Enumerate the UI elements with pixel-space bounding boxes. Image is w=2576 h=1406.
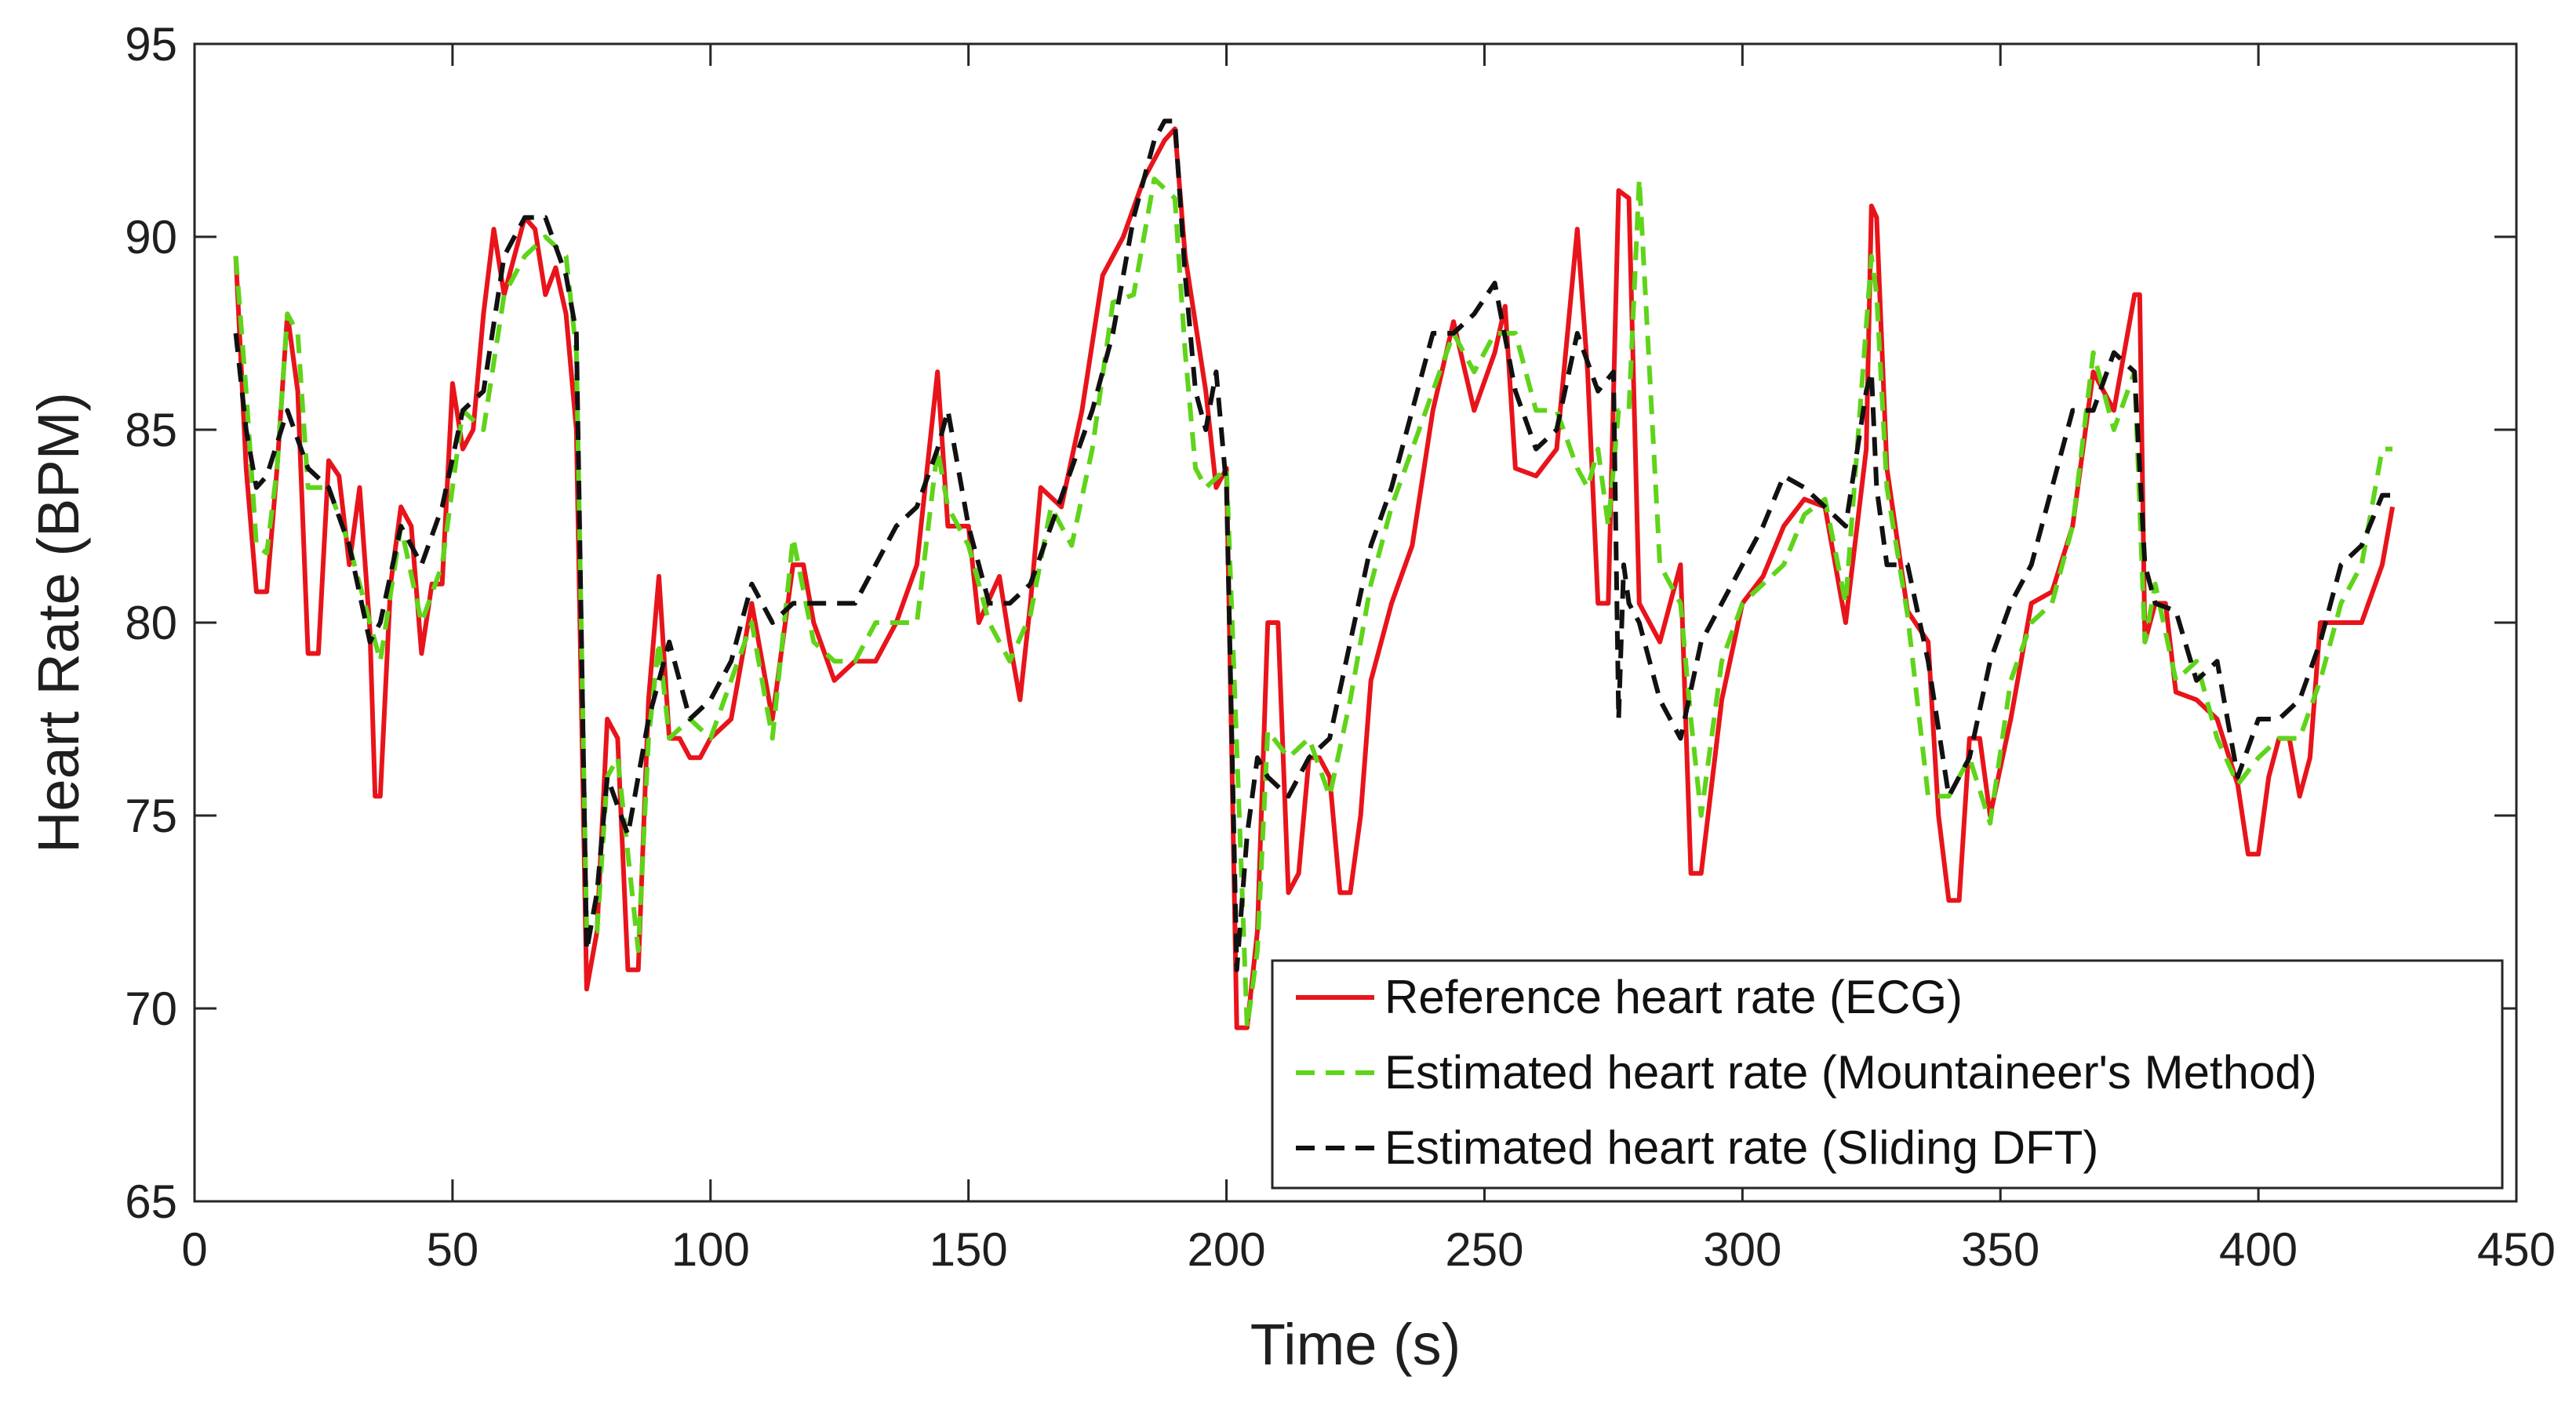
- y-tick-label: 80: [125, 597, 177, 649]
- y-tick-label: 70: [125, 983, 177, 1035]
- y-tick-label: 65: [125, 1175, 177, 1228]
- y-tick-label: 95: [125, 18, 177, 71]
- x-tick-label: 450: [2477, 1223, 2556, 1276]
- y-tick-label: 90: [125, 211, 177, 263]
- x-tick-label: 350: [1961, 1223, 2039, 1276]
- y-tick-label: 75: [125, 790, 177, 842]
- x-tick-label: 0: [181, 1223, 207, 1276]
- x-tick-label: 300: [1703, 1223, 1781, 1276]
- legend-label-mountaineer: Estimated heart rate (Mountaineer's Meth…: [1384, 1046, 2317, 1099]
- legend-label-reference: Reference heart rate (ECG): [1384, 971, 1963, 1023]
- x-tick-label: 50: [427, 1223, 479, 1276]
- legend-box: [1271, 959, 2504, 1190]
- x-tick-label: 150: [930, 1223, 1008, 1276]
- x-axis-title: Time (s): [1250, 1312, 1461, 1377]
- x-tick-label: 100: [671, 1223, 750, 1276]
- y-axis-title: Heart Rate (BPM): [26, 392, 91, 853]
- x-tick-label: 400: [2219, 1223, 2298, 1276]
- series-layer: [233, 118, 2396, 1030]
- legend: Reference heart rate (ECG) Estimated hea…: [1271, 959, 2504, 1190]
- x-tick-label: 250: [1445, 1223, 1523, 1276]
- series-sliding-dft: [233, 118, 2393, 972]
- legend-label-sliding-dft: Estimated heart rate (Sliding DFT): [1384, 1121, 2098, 1174]
- ticks-layer: 0 50 100 150 200 250 300 350 400 450 65 70 75 80 85 90 9…: [125, 18, 2556, 1276]
- x-tick-label: 200: [1188, 1223, 1266, 1276]
- y-tick-label: 85: [125, 404, 177, 456]
